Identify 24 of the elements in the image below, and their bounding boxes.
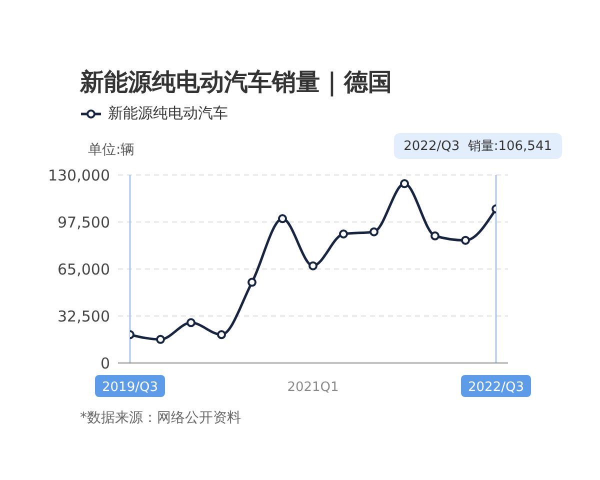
x-tick-label: 2021Q1 [287,380,339,395]
text: 2022/Q3 销量:106,541 [394,133,562,159]
y-tick-label: 65,000 [58,260,110,278]
x-tick-label: 2022/Q3 [468,380,524,395]
y-tick-label: 0 [100,354,110,372]
y-tick-label: 130,000 [48,166,110,184]
point [186,318,196,328]
x-tick-label: 2019/Q3 [102,380,158,395]
y-axis-title: 单位:辆 [88,141,135,159]
point [217,330,226,340]
y-tick-label: 32,500 [58,307,110,326]
point [156,334,165,344]
chart-title: 新能源纯电动汽车销量｜德国 [78,67,393,98]
point [278,214,287,224]
point [370,227,378,236]
point [461,236,470,245]
text: *数据来源：网络公开资料 [80,409,242,427]
point [308,261,318,270]
point [430,231,440,240]
legend-label: 新能源纯电动汽车 [107,104,228,123]
point [339,230,348,239]
point [248,278,256,287]
point [400,179,409,188]
y-tick-label: 97,500 [58,213,110,232]
